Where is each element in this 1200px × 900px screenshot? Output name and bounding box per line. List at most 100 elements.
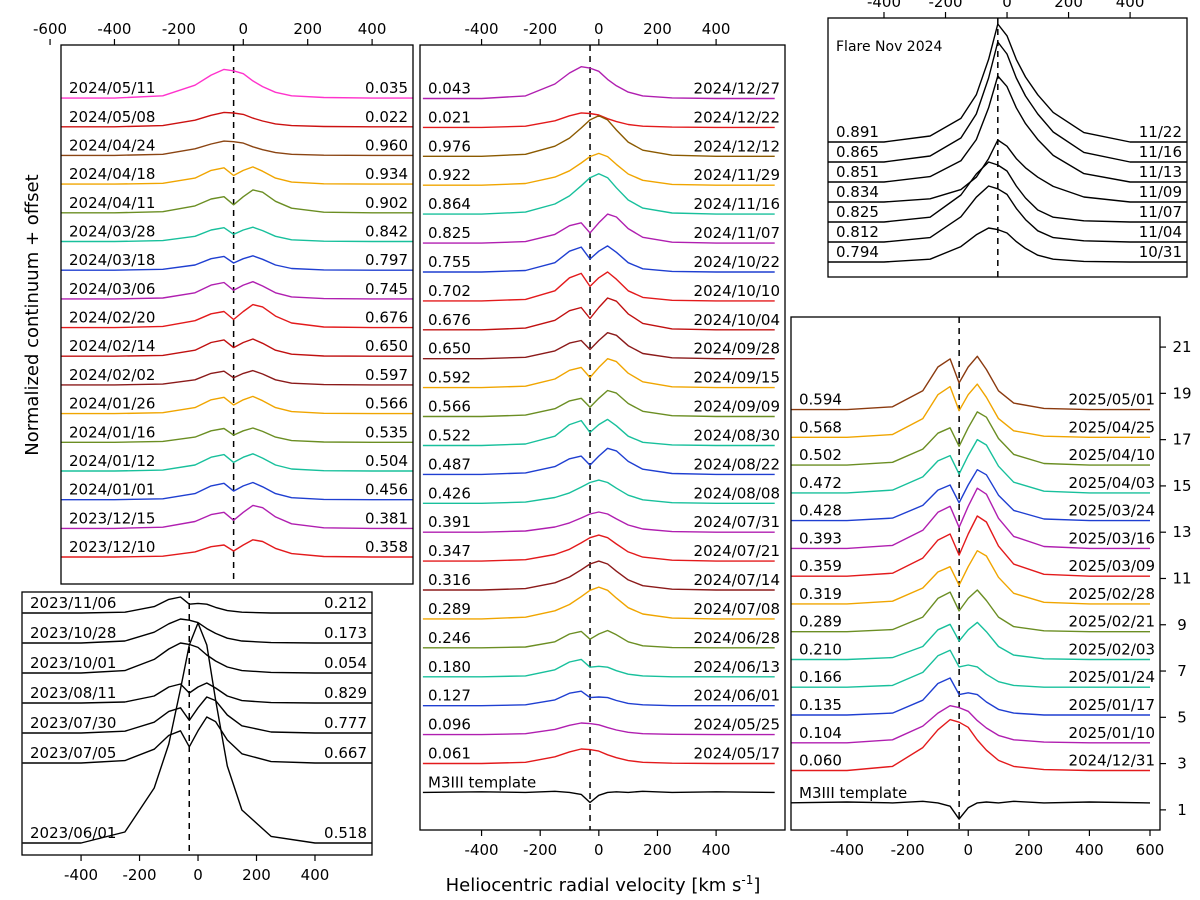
- y-tick-label: 11: [1172, 569, 1191, 587]
- spectrum: [791, 438, 1150, 494]
- x-tick-label: -400: [465, 20, 499, 38]
- spectrum-phase: 0.522: [428, 426, 471, 444]
- spectrum-date: 2023/07/05: [30, 744, 116, 762]
- x-tick-label: -200: [523, 841, 557, 859]
- spectrum-phase: 0.381: [365, 509, 408, 527]
- spectrum-phase: 0.021: [428, 108, 471, 126]
- spectrum-date: 2025/02/03: [1069, 640, 1155, 658]
- spectrum-phase: 0.060: [799, 752, 842, 770]
- spectrum-phase: 0.794: [836, 243, 879, 261]
- spectrum-date: 2024/09/09: [694, 398, 780, 416]
- y-tick-label: 21: [1172, 338, 1191, 356]
- spectrum-phase: 0.535: [365, 423, 408, 441]
- spectrum-date: 2023/10/01: [30, 654, 116, 672]
- spectrum-date: 2024/01/16: [69, 423, 155, 441]
- x-tick-label: 200: [1014, 841, 1043, 859]
- spectrum: [791, 515, 1150, 577]
- spectrum: [422, 560, 775, 591]
- spectrum: [828, 227, 1187, 263]
- x-tick-label: -400: [830, 841, 864, 859]
- spectrum-date: 2025/04/25: [1069, 418, 1155, 436]
- panel-frame: [21, 591, 373, 856]
- spectrum: [791, 469, 1150, 522]
- y-tick-label: 5: [1177, 708, 1187, 726]
- spectrum: [422, 586, 775, 620]
- spectrum-date: 2024/12/31: [1069, 752, 1155, 770]
- spectrum-phase: 0.702: [428, 282, 471, 300]
- spectrum-date: 2024/06/01: [694, 687, 780, 705]
- y-tick-label: 17: [1172, 431, 1191, 449]
- spectrum: [422, 173, 775, 215]
- spectrum-phase: 0.135: [799, 696, 842, 714]
- spectrum-phase: 0.755: [428, 253, 471, 271]
- spectrum-date: 2024/11/16: [694, 195, 780, 213]
- plot-area: [828, 18, 1187, 277]
- spectrum: [61, 481, 413, 501]
- spectrum-date: 2023/12/10: [69, 538, 155, 556]
- spectrum: [61, 395, 413, 415]
- spectrum-date: 2025/03/24: [1069, 502, 1155, 520]
- y-tick-label: 15: [1172, 477, 1191, 495]
- spectrum: [791, 677, 1150, 716]
- spectrum: [422, 152, 775, 186]
- spectrum-date: 2025/03/16: [1069, 529, 1155, 547]
- x-tick-label: -200: [891, 841, 925, 859]
- spectrum-phase: 0.504: [365, 452, 408, 470]
- spectrum-phase: 0.043: [428, 79, 471, 97]
- spectrum-phase: 0.667: [324, 744, 367, 762]
- x-tick-label: 200: [643, 841, 672, 859]
- spectrum-phase: 0.597: [365, 366, 408, 384]
- spectrum: [61, 226, 413, 243]
- spectrum: [422, 332, 775, 360]
- plot-area: [422, 45, 775, 830]
- x-tick-label: 200: [643, 20, 672, 38]
- spectrum-phase: 0.456: [365, 481, 408, 499]
- spectrum: [422, 115, 775, 157]
- spectrum: [422, 479, 775, 504]
- spectrum-phase: 0.960: [365, 136, 408, 154]
- spectrum: [828, 185, 1187, 243]
- spectrum-phase: 0.022: [365, 108, 408, 126]
- spectrum: [828, 41, 1187, 163]
- plot-area: [791, 317, 1151, 830]
- spectrum-date: 2025/03/09: [1069, 557, 1155, 575]
- x-tick-label: 200: [242, 866, 271, 884]
- spectrum: [61, 539, 413, 558]
- spectrum-date: 2024/02/14: [69, 337, 155, 355]
- spectrum-date: 2024/12/27: [694, 79, 780, 97]
- spectrum-phase: 0.319: [799, 585, 842, 603]
- spectrum-date: 2024/01/01: [69, 481, 155, 499]
- y-tick-label: 1: [1177, 801, 1187, 819]
- x-tick-label: 0: [594, 20, 604, 38]
- spectrum: [828, 161, 1187, 223]
- spectrum: [22, 596, 372, 614]
- spectrum-phase: 0.676: [365, 309, 408, 327]
- spectrum-date: 2024/10/22: [694, 253, 780, 271]
- spectrum: [422, 447, 775, 476]
- spectrum-phase: 0.812: [836, 223, 879, 241]
- spectrum-phase: 0.127: [428, 687, 471, 705]
- spectrum-date: 2024/05/17: [694, 744, 780, 762]
- spectrum-date: 2024/04/11: [69, 194, 155, 212]
- x-tick-label: 0: [193, 866, 203, 884]
- spectrum-phase: 0.502: [799, 446, 842, 464]
- spectrum: [22, 642, 372, 674]
- spectrum-phase: 0.180: [428, 658, 471, 676]
- spectrum-date: 2025/02/21: [1069, 613, 1155, 631]
- x-tick-label: 400: [702, 841, 731, 859]
- spectrum-date: 2024/11/29: [694, 166, 780, 184]
- spectrum-date: 2024/05/25: [694, 716, 780, 734]
- spectrum: [22, 716, 372, 764]
- spectrum: [22, 622, 372, 844]
- spectrum-date: 2024/02/02: [69, 366, 155, 384]
- spectrum-phase: 0.391: [428, 513, 471, 531]
- spectrum-date: 2024/04/24: [69, 136, 155, 154]
- x-tick-label: -400: [867, 0, 901, 11]
- spectrum: [791, 705, 1150, 744]
- y-tick-label: 13: [1172, 523, 1191, 541]
- spectrum-date: 2023/08/11: [30, 684, 116, 702]
- spectrum-phase: 0.426: [428, 484, 471, 502]
- panel: -400 -200 0 200 400 2023/11/06 0.212 2023/10/28…: [21, 591, 373, 884]
- spectrum-date: 2024/01/12: [69, 452, 155, 470]
- spectrum-date: 2023/06/01: [30, 824, 116, 842]
